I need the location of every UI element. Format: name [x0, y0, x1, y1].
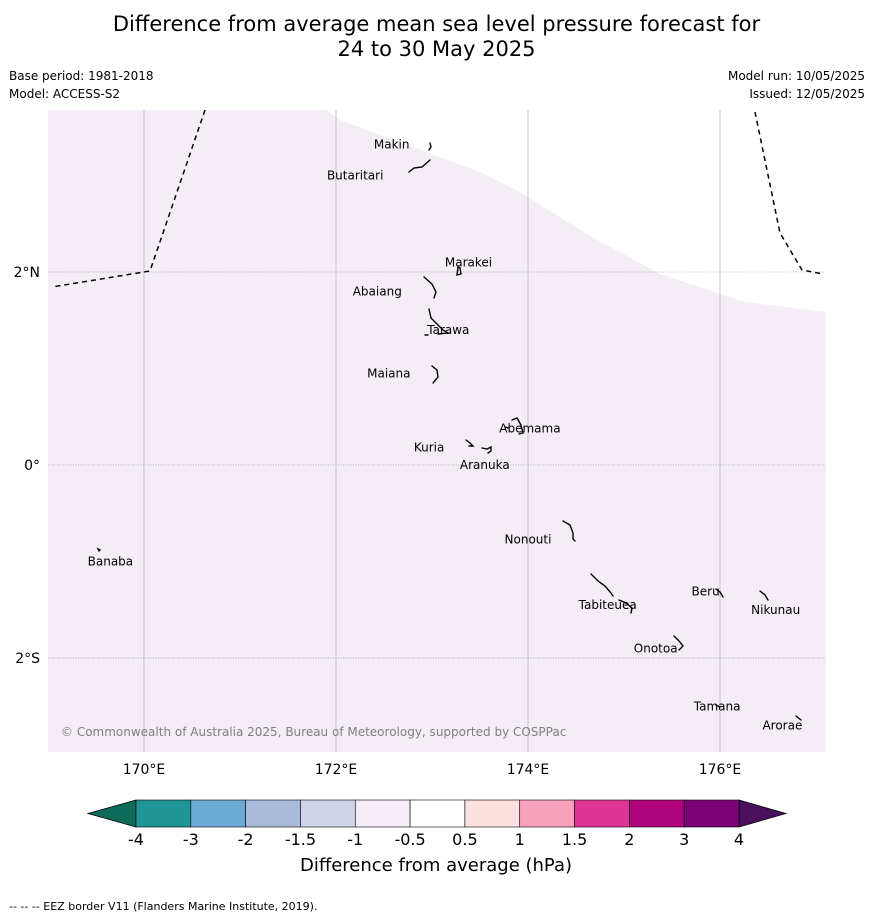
eez-border-east — [754, 111, 824, 275]
latitude-label: 0° — [24, 458, 40, 474]
colorbar: -4 -3 -2 -1.5 -1 -0.5 0.5 1 1.5 2 3 4 — [86, 799, 788, 849]
eez-border-west — [51, 109, 206, 288]
colorbar-tick-label: -2 — [238, 830, 254, 849]
colorbar-swatch — [519, 799, 575, 828]
place-label-arorae: Arorae — [762, 719, 802, 733]
colorbar-swatch — [245, 799, 301, 828]
island-onotoa — [673, 635, 684, 651]
island-tabiteuea — [590, 573, 633, 614]
place-label-maiana: Maiana — [367, 366, 410, 380]
colorbar-tick-label: 4 — [734, 830, 744, 849]
place-label-beru: Beru — [692, 584, 720, 598]
island-banaba — [96, 547, 102, 553]
colorbar-tick-label: 1 — [515, 830, 525, 849]
colorbar-tick-label: -1.5 — [285, 830, 316, 849]
colorbar-title: Difference from average (hPa) — [300, 855, 572, 876]
island-abemama — [505, 417, 524, 435]
map-area: Makin Butaritari Marakei Abaiang Tarawa Maian… — [48, 109, 826, 752]
longitude-label: 170°E — [123, 762, 166, 778]
island-tamana — [715, 704, 721, 708]
island-aranuka — [481, 445, 492, 454]
issued-date: Issued: 12/05/2025 — [749, 87, 865, 101]
place-label-butaritari: Butaritari — [327, 169, 384, 183]
island-tarawa — [424, 308, 451, 336]
info-left: Base period: 1981-2018 Model: ACCESS-S2 — [9, 69, 154, 101]
island-beru — [715, 588, 724, 598]
colorbar-over-arrow — [738, 799, 788, 828]
place-label-kuria: Kuria — [414, 441, 445, 455]
place-label-tamana: Tamana — [693, 699, 741, 713]
place-labels: Makin Butaritari Marakei Abaiang Tarawa Maian… — [88, 138, 803, 733]
longitude-label: 172°E — [315, 762, 358, 778]
place-label-aranuka: Aranuka — [460, 458, 510, 472]
place-label-tabiteuea: Tabiteuea — [578, 598, 637, 612]
colorbar-swatch — [464, 799, 521, 828]
longitude-label: 174°E — [507, 762, 550, 778]
colorbar-tick-label: -4 — [128, 830, 144, 849]
place-label-tarawa: Tarawa — [426, 323, 469, 337]
island-makin — [428, 142, 432, 151]
island-kuria — [465, 439, 475, 447]
island-outlines — [96, 142, 802, 721]
eez-legend-note: -- -- -- EEZ border V11 (Flanders Marine… — [9, 900, 318, 913]
colorbar-swatch — [683, 799, 740, 828]
map-figure: Makin Butaritari Marakei Abaiang Tarawa Maian… — [14, 109, 826, 876]
island-abaiang — [423, 276, 437, 299]
place-label-banaba: Banaba — [88, 555, 134, 569]
colorbar-swatch — [190, 799, 246, 828]
place-label-nikunau: Nikunau — [751, 603, 800, 617]
colorbar-tick-label: 3 — [679, 830, 689, 849]
island-butaritari — [408, 159, 431, 173]
colorbar-tick-label: -1 — [347, 830, 363, 849]
colorbar-tick-label: 1.5 — [562, 830, 587, 849]
latitude-label: 2°S — [15, 651, 40, 667]
place-label-makin: Makin — [374, 138, 410, 152]
place-label-abemama: Abemama — [499, 421, 560, 435]
place-label-abaiang: Abaiang — [353, 284, 402, 298]
latitude-label: 2°N — [14, 265, 40, 281]
info-right: Model run: 10/05/2025 Issued: 12/05/2025 — [728, 69, 865, 101]
island-arorae — [795, 715, 802, 721]
colorbar-tick-label: 2 — [624, 830, 634, 849]
place-label-nonouti: Nonouti — [505, 532, 552, 546]
model-run: Model run: 10/05/2025 — [727, 69, 865, 83]
axis-labels: 170°E 172°E 174°E 176°E 2°N 0° 2°S — [14, 265, 742, 778]
gridlines — [48, 110, 826, 752]
colorbar-tick-label: -3 — [183, 830, 199, 849]
colorbar-swatch — [135, 799, 192, 828]
colorbar-swatch — [574, 799, 630, 828]
base-period: Base period: 1981-2018 — [9, 69, 154, 83]
colorbar-tick-label: -0.5 — [394, 830, 425, 849]
place-label-marakei: Marakei — [445, 255, 492, 269]
island-marakei — [456, 266, 462, 276]
model-name: Model: ACCESS-S2 — [9, 87, 121, 101]
copyright-notice: © Commonwealth of Australia 2025, Bureau… — [61, 725, 566, 739]
colorbar-swatch — [629, 799, 685, 828]
pressure-anomaly-field — [48, 110, 826, 752]
island-nikunau — [759, 590, 769, 601]
colorbar-swatch — [354, 799, 411, 828]
map-title: Difference from average mean sea level p… — [112, 12, 761, 61]
longitude-label: 176°E — [699, 762, 742, 778]
place-label-onotoa: Onotoa — [634, 641, 678, 655]
island-nonouti — [562, 520, 576, 542]
island-maiana — [431, 365, 439, 384]
colorbar-swatch — [300, 799, 356, 828]
colorbar-swatch — [409, 799, 466, 828]
colorbar-under-arrow — [86, 799, 137, 828]
colorbar-tick-label: 0.5 — [452, 830, 477, 849]
